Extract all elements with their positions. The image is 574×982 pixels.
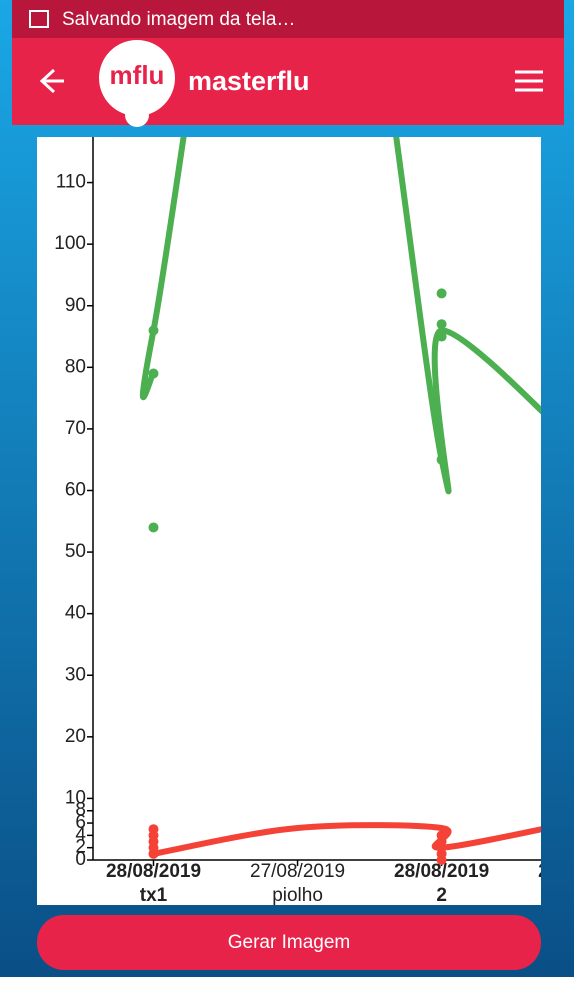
point: [148, 325, 159, 336]
x-tick-sublabel: tx1: [140, 885, 168, 906]
y-tick-label: 4: [75, 824, 86, 845]
y-tick-label: 8: [75, 800, 86, 821]
x-tick-sublabel: piolho: [272, 885, 323, 906]
y-tick-label: 60: [65, 480, 86, 501]
point: [436, 319, 447, 330]
point: [148, 522, 159, 533]
logo-circle: [99, 40, 175, 116]
y-tick-label: 40: [65, 603, 86, 624]
menu-button[interactable]: [515, 70, 543, 92]
status-bar: [12, 0, 564, 38]
y-tick-label: 50: [65, 541, 86, 562]
x-tick-label: 27/08/2019: [250, 861, 345, 882]
y-tick-label: 70: [65, 418, 86, 439]
x-tick-label: 28/08/2019: [538, 861, 574, 882]
point: [436, 331, 447, 342]
y-tick-label: 10: [65, 787, 86, 808]
status-icon: [29, 10, 49, 28]
x-tick-sublabel: 2: [436, 885, 447, 906]
generate-button[interactable]: [37, 915, 541, 970]
point: [148, 848, 159, 859]
y-tick-label: 110: [56, 172, 86, 193]
status-text: Salvando imagem da tela…: [62, 9, 295, 30]
y-tick-label: 2: [75, 837, 86, 858]
point: [436, 855, 447, 865]
back-button[interactable]: [39, 68, 64, 94]
y-tick-label: 0: [75, 849, 86, 870]
point: [436, 454, 447, 465]
app-title: masterflu: [188, 66, 310, 96]
x-tick-label: 28/08/2019: [394, 861, 489, 882]
y-tick-label: 20: [65, 726, 86, 747]
chart-panel: [37, 137, 541, 905]
logo-tail: [125, 103, 149, 127]
generate-button-label: Gerar Imagem: [228, 932, 350, 953]
x-tick-label: 28/08/2019: [106, 861, 201, 882]
line: [150, 822, 541, 857]
plot-area: [139, 137, 541, 865]
logo-text: mflu: [110, 60, 165, 90]
y-tick-label: 90: [65, 295, 86, 316]
y-tick-label: 30: [65, 664, 86, 685]
y-tick-label: 100: [54, 233, 86, 254]
chart: 0246810203040506070809010011028/08/2019t…: [54, 137, 574, 906]
point: [436, 288, 447, 299]
y-tick-label: 80: [65, 356, 86, 377]
y-tick-label: 6: [75, 812, 86, 833]
point: [148, 368, 159, 379]
